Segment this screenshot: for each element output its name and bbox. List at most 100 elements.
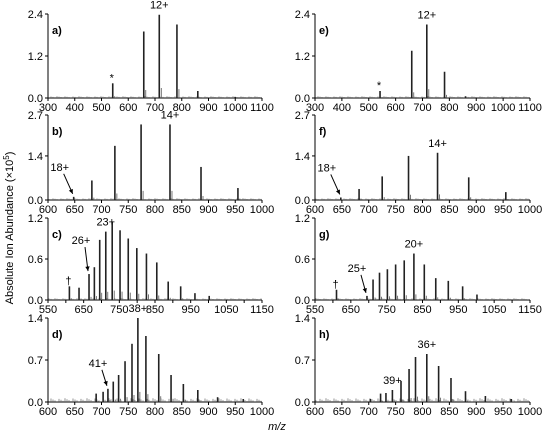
panel-label: h) <box>319 329 330 341</box>
charge-state-label: 14+ <box>161 109 180 121</box>
x-tick-label: 850 <box>173 204 191 216</box>
x-tick-label: 750 <box>119 406 137 418</box>
panel-e: 300 400 500 600 700 800 900 1000 1100 0.0 1.2 2.4 e)… <box>295 9 542 114</box>
x-tick-label: 300 <box>39 102 57 114</box>
arrow-head <box>103 380 108 386</box>
panel-c: 550 650 750 850 950 1050 1150 0.0 0.6 1.2 c) 23+ 26+… <box>28 213 274 316</box>
charge-state-label: 41+ <box>89 358 108 370</box>
y-tick-label: 0.0 <box>295 195 310 207</box>
charge-state-label: 18+ <box>50 162 69 174</box>
panel-label: d) <box>52 329 63 341</box>
x-tick-label: 950 <box>226 204 244 216</box>
x-tick-label: 800 <box>413 406 431 418</box>
x-tick-label: 900 <box>467 406 485 418</box>
x-tick-label: 600 <box>39 204 57 216</box>
y-tick-label: 2.4 <box>28 9 43 21</box>
arrow-head <box>68 188 73 194</box>
x-tick-label: 1000 <box>250 204 274 216</box>
x-tick-label: 1000 <box>250 406 274 418</box>
x-tick-label: 1050 <box>482 304 506 316</box>
charge-state-label: 14+ <box>428 138 447 150</box>
y-tick-label: 0.7 <box>295 355 310 367</box>
y-tick-label: 0.0 <box>28 93 43 105</box>
y-tick-label: 0.0 <box>295 397 310 409</box>
panel-a: 300 400 500 600 700 800 900 1000 1100 0.0 1.2 2.4 a)… <box>28 0 274 114</box>
peak-marker: * <box>377 80 382 92</box>
x-axis-label: m/z <box>268 421 286 433</box>
charge-state-label: 36+ <box>417 339 436 351</box>
x-tick-label: 600 <box>386 102 404 114</box>
panel-d: 600 650 700 750 800 850 900 950 1000 0.0 0.7 1.4 d) 3… <box>28 303 275 418</box>
baseline-noise <box>48 398 262 402</box>
x-tick-label: 950 <box>494 204 512 216</box>
y-tick-label: 1.4 <box>295 151 310 163</box>
charge-state-label: 23+ <box>96 217 115 229</box>
charge-state-label: 39+ <box>383 375 402 387</box>
x-tick-label: 550 <box>306 304 324 316</box>
x-tick-label: 650 <box>66 204 84 216</box>
peak-marker: † <box>65 275 71 287</box>
baseline-noise <box>315 298 529 300</box>
x-tick-label: 750 <box>110 304 128 316</box>
x-tick-label: 750 <box>386 204 404 216</box>
y-tick-label: 1.2 <box>28 51 43 63</box>
x-tick-label: 800 <box>173 102 191 114</box>
x-tick-label: 750 <box>119 204 137 216</box>
spectra-panels: 300 400 500 600 700 800 900 1000 11000.01.22.4a)… <box>28 0 543 418</box>
x-tick-label: 1100 <box>518 102 542 114</box>
arrow-head <box>335 189 340 195</box>
panel-g: 550 650 750 850 950 1050 1150 0.0 0.6 1.2 g) 20+ 25+… <box>295 213 542 316</box>
arrow-head <box>362 287 367 293</box>
y-tick-label: 1.2 <box>295 213 310 225</box>
panel-label: b) <box>52 126 63 138</box>
y-tick-label: 2.7 <box>295 110 310 122</box>
x-tick-label: 750 <box>377 304 395 316</box>
y-tick-label: 0.0 <box>28 295 43 307</box>
y-tick-label: 0.6 <box>295 254 310 266</box>
x-tick-label: 750 <box>386 406 404 418</box>
x-tick-label: 650 <box>74 304 92 316</box>
charge-state-label: 38+ <box>129 303 148 315</box>
x-tick-label: 1150 <box>250 304 274 316</box>
x-tick-label: 950 <box>494 406 512 418</box>
peak-marker: * <box>110 72 115 84</box>
panel-label: a) <box>52 25 62 37</box>
x-tick-label: 1000 <box>223 102 247 114</box>
x-tick-label: 550 <box>39 304 57 316</box>
x-tick-label: 800 <box>413 204 431 216</box>
y-tick-label: 2.4 <box>295 9 310 21</box>
y-tick-label: 0.6 <box>28 254 43 266</box>
x-tick-label: 900 <box>467 204 485 216</box>
x-tick-label: 900 <box>467 102 485 114</box>
x-tick-label: 850 <box>413 304 431 316</box>
y-tick-label: 0.0 <box>28 195 43 207</box>
y-tick-label: 1.2 <box>295 51 310 63</box>
y-tick-label: 0.0 <box>295 295 310 307</box>
y-tick-label: 2.7 <box>28 110 43 122</box>
x-tick-label: 950 <box>181 304 199 316</box>
x-tick-label: 850 <box>146 304 164 316</box>
x-tick-label: 700 <box>92 204 110 216</box>
x-tick-label: 600 <box>119 102 137 114</box>
baseline-noise <box>315 398 529 402</box>
panel-f: 600 650 700 750 800 850 900 950 1000 0.0 1.4 2.7 f) 1… <box>295 110 543 216</box>
baseline-noise <box>48 198 262 200</box>
x-tick-label: 1100 <box>250 102 274 114</box>
y-tick-label: 1.2 <box>28 213 43 225</box>
x-tick-label: 900 <box>199 102 217 114</box>
arrow-head <box>85 266 90 272</box>
x-tick-label: 1000 <box>518 204 542 216</box>
panel-label: f) <box>319 126 327 138</box>
y-axis-label: Absolute Ion Abundance (×105) <box>2 152 16 305</box>
x-tick-label: 650 <box>66 406 84 418</box>
x-tick-label: 700 <box>146 102 164 114</box>
x-tick-label: 650 <box>342 304 360 316</box>
y-tick-label: 0.0 <box>295 93 310 105</box>
baseline-noise <box>315 96 529 98</box>
y-tick-label: 0.7 <box>28 355 43 367</box>
x-tick-label: 300 <box>306 102 324 114</box>
x-tick-label: 700 <box>413 102 431 114</box>
x-tick-label: 600 <box>39 406 57 418</box>
x-tick-label: 500 <box>92 102 110 114</box>
charge-state-label: 12+ <box>417 10 436 22</box>
